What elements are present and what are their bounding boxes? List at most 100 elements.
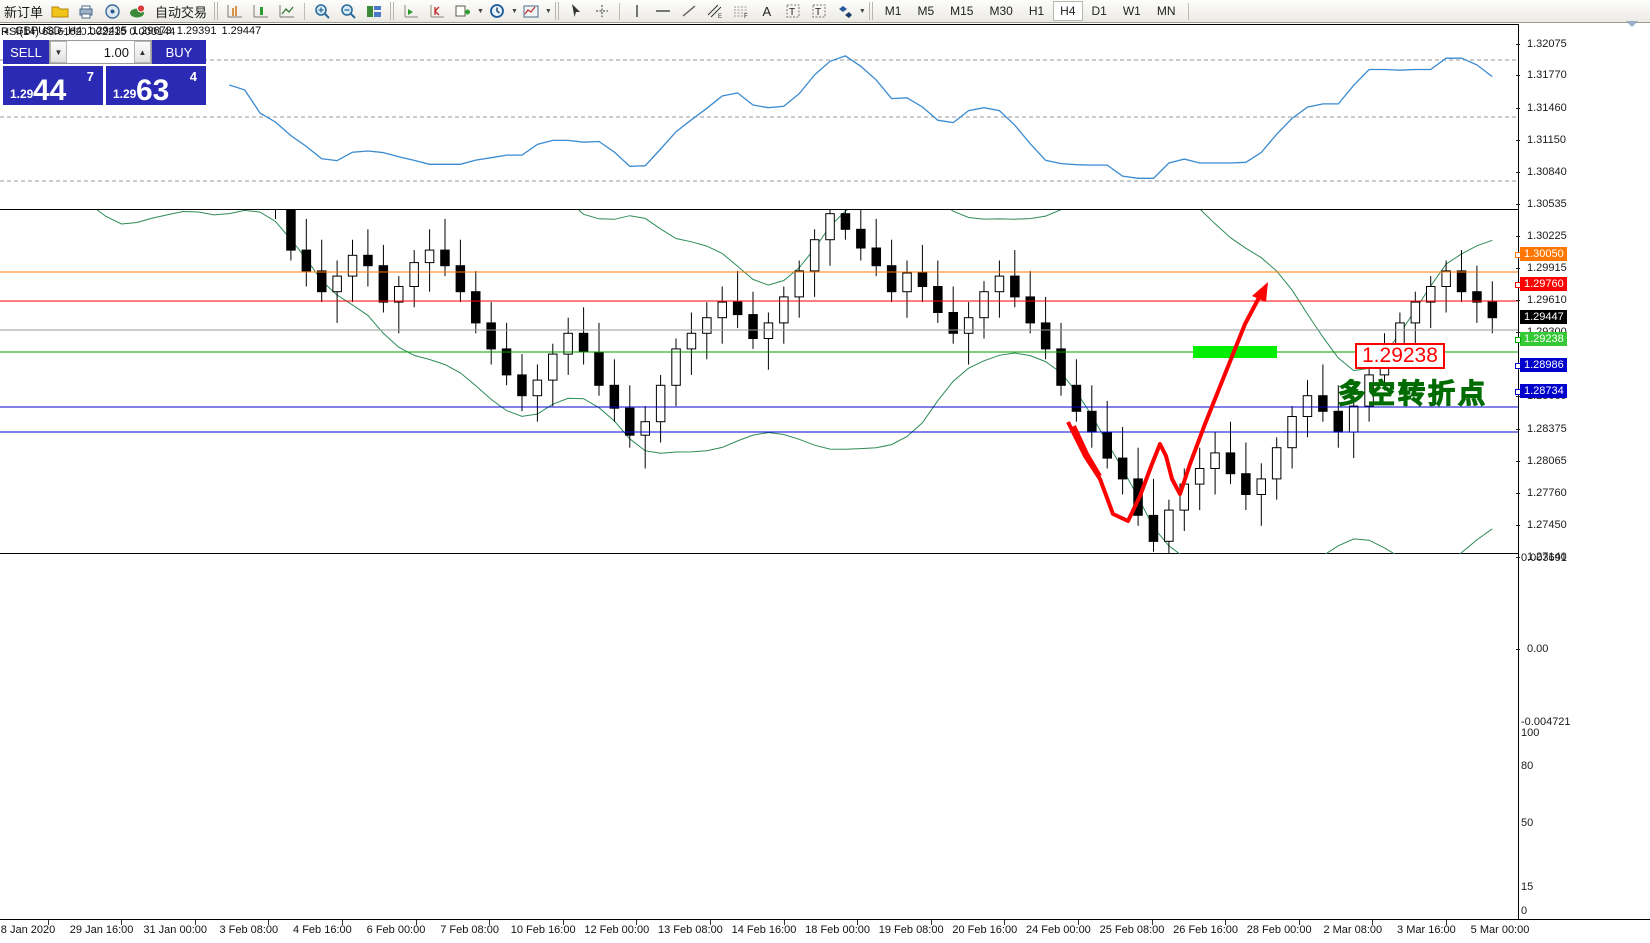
trend-arrow-tail [1072, 425, 1102, 478]
shapes-icon[interactable]: T [806, 1, 832, 22]
time-label: 31 Jan 00:00 [143, 924, 207, 936]
crosshair-icon[interactable] [589, 1, 615, 22]
toolbar-grip-2[interactable] [390, 2, 396, 20]
price-chart-svg [0, 24, 1518, 554]
level-handle[interactable] [1515, 336, 1521, 343]
time-label: 2 Mar 08:00 [1323, 924, 1383, 936]
text-label-icon[interactable]: T [780, 1, 806, 22]
toolbar-grip[interactable] [214, 2, 220, 20]
time-label: 24 Feb 00:00 [1025, 924, 1091, 936]
time-axis[interactable]: 8 Jan 2020 29 Jan 16:00 31 Jan 00:00 3 Feb … [0, 919, 1650, 943]
new-order-button[interactable]: 新订单 [4, 4, 44, 20]
arrows-dropdown-caret[interactable]: ▼ [858, 7, 866, 15]
sell-quote-big: 44 [33, 74, 67, 107]
level-handle[interactable] [1515, 282, 1521, 289]
time-separator [562, 920, 564, 925]
timeframe-m5[interactable]: M5 [917, 4, 935, 18]
toolbar-separator-2 [618, 2, 620, 20]
chart-area[interactable]: MACD(12,26,9) 0.002215 0.000144 RSI(14) … [0, 24, 1518, 919]
timeframe-h1[interactable]: H1 [1028, 4, 1045, 18]
buy-quote[interactable]: 1.29 63 4 [106, 66, 206, 106]
price-level-label-orange[interactable]: 1.30050 [1520, 247, 1567, 262]
add-object-icon[interactable] [450, 1, 476, 22]
templates-icon[interactable] [361, 1, 387, 22]
cursor-icon[interactable] [563, 1, 589, 22]
level-handle[interactable] [1515, 389, 1521, 396]
volume-decrease-button[interactable]: ▼ [50, 41, 67, 63]
price-level-label-red[interactable]: 1.29760 [1520, 277, 1567, 292]
price-level-label-blue[interactable]: 1.28734 [1520, 384, 1567, 399]
volume-increase-button[interactable]: ▲ [134, 41, 151, 63]
volume-stepper[interactable]: ▼ 1.00 ▲ [49, 40, 152, 64]
time-separator [1078, 920, 1079, 925]
macd-tick: 0.00 [1516, 643, 1548, 655]
printer-icon[interactable] [73, 1, 99, 22]
crosshair-left-icon[interactable] [398, 1, 424, 22]
one-click-trading-panel: SELL ▼ 1.00 ▲ BUY 1.29 44 7 1.29 63 4 [3, 40, 206, 107]
buy-button[interactable]: BUY [152, 40, 206, 64]
period-dropdown-caret[interactable]: ▼ [510, 7, 518, 15]
autotrading-button[interactable]: 自动交易 [155, 4, 208, 20]
indicators-dropdown-caret[interactable]: ▼ [544, 7, 552, 15]
horizontal-line-icon[interactable] [650, 1, 676, 22]
annotation-chinese-note[interactable]: 多空转折点 [1337, 378, 1488, 409]
price-level-label-blue[interactable]: 1.28986 [1520, 357, 1567, 372]
indicators-icon[interactable] [518, 1, 544, 22]
indent-icon[interactable] [222, 1, 248, 22]
timeframe-d1[interactable]: D1 [1091, 4, 1107, 18]
toolbar-grip-4[interactable] [868, 2, 874, 20]
price-tick: 1.27450 [1516, 519, 1567, 531]
equidistant-channel-icon[interactable]: E [702, 1, 728, 22]
add-object-dropdown-caret[interactable]: ▼ [477, 7, 484, 15]
chart-line-icon[interactable] [274, 1, 300, 22]
symbol-info-bar: ▲ GBPUSD-,H4 1.29435 1.29673 1.29391 1.2… [0, 24, 261, 38]
macd-tick: -0.004721 [1521, 716, 1571, 728]
main-toolbar: 新订单 自动交易 ▼ ▼ ▼ [0, 0, 1650, 23]
price-axis[interactable]: 1.32075 1.31770 1.31460 1.31150 1.30840 1.305… [1515, 24, 1650, 919]
level-handle[interactable] [1515, 252, 1521, 259]
time-separator [1298, 920, 1300, 925]
price-level-label-black[interactable]: 1.29447 [1520, 310, 1567, 325]
chart-bar-icon[interactable] [248, 1, 274, 22]
time-label: 8 Jan 2020 [0, 924, 56, 936]
fibonacci-icon[interactable]: F [728, 1, 754, 22]
folder-icon[interactable] [47, 1, 73, 22]
expert-advisor-icon[interactable] [125, 1, 151, 22]
timeframe-h4[interactable]: H4 [1053, 1, 1083, 21]
scroll-marker-icon[interactable] [1626, 21, 1638, 27]
timeframe-m15[interactable]: M15 [950, 4, 974, 18]
time-label: 14 Feb 16:00 [731, 924, 797, 936]
time-separator [1151, 920, 1153, 925]
level-handle[interactable] [1515, 362, 1521, 369]
sell-button[interactable]: SELL [3, 40, 49, 64]
timeframe-w1[interactable]: W1 [1122, 4, 1141, 18]
crosshair-right-icon[interactable] [424, 1, 450, 22]
sell-quote[interactable]: 1.29 44 7 [3, 66, 103, 107]
svg-text:F: F [744, 14, 748, 19]
time-separator [342, 920, 343, 925]
signal-icon[interactable] [99, 1, 125, 22]
bollinger-lower-band [13, 174, 1493, 554]
text-icon[interactable]: A [762, 3, 772, 19]
zoom-out-icon[interactable] [335, 1, 361, 22]
timeframe-m1[interactable]: M1 [884, 4, 902, 18]
toolbar-grip-3[interactable] [554, 2, 560, 20]
red-trend-arrow[interactable] [1066, 291, 1264, 523]
arrows-icon[interactable] [832, 1, 858, 22]
rsi-tick: 15 [1521, 881, 1534, 893]
time-separator [47, 920, 49, 925]
annotation-price-box[interactable]: 1.29238 [1355, 343, 1445, 369]
vertical-line-icon[interactable] [624, 1, 650, 22]
timeframe-mn[interactable]: MN [1156, 4, 1176, 18]
time-separator [636, 920, 638, 925]
trendline-icon[interactable] [676, 1, 702, 22]
timeframe-m30[interactable]: M30 [989, 4, 1013, 18]
price-level-label-green[interactable]: 1.29238 [1520, 331, 1567, 346]
volume-input[interactable]: 1.00 [103, 44, 129, 60]
zoom-in-icon[interactable] [309, 1, 335, 22]
chart-collapse-icon[interactable]: ▲ [3, 27, 10, 35]
rsi-pane[interactable]: RSI(14) 68.6162 [0, 24, 1518, 210]
sell-quote-prefix: 1.29 [10, 87, 34, 101]
trend-arrow-head [1252, 282, 1268, 302]
period-clock-icon[interactable] [484, 1, 510, 22]
